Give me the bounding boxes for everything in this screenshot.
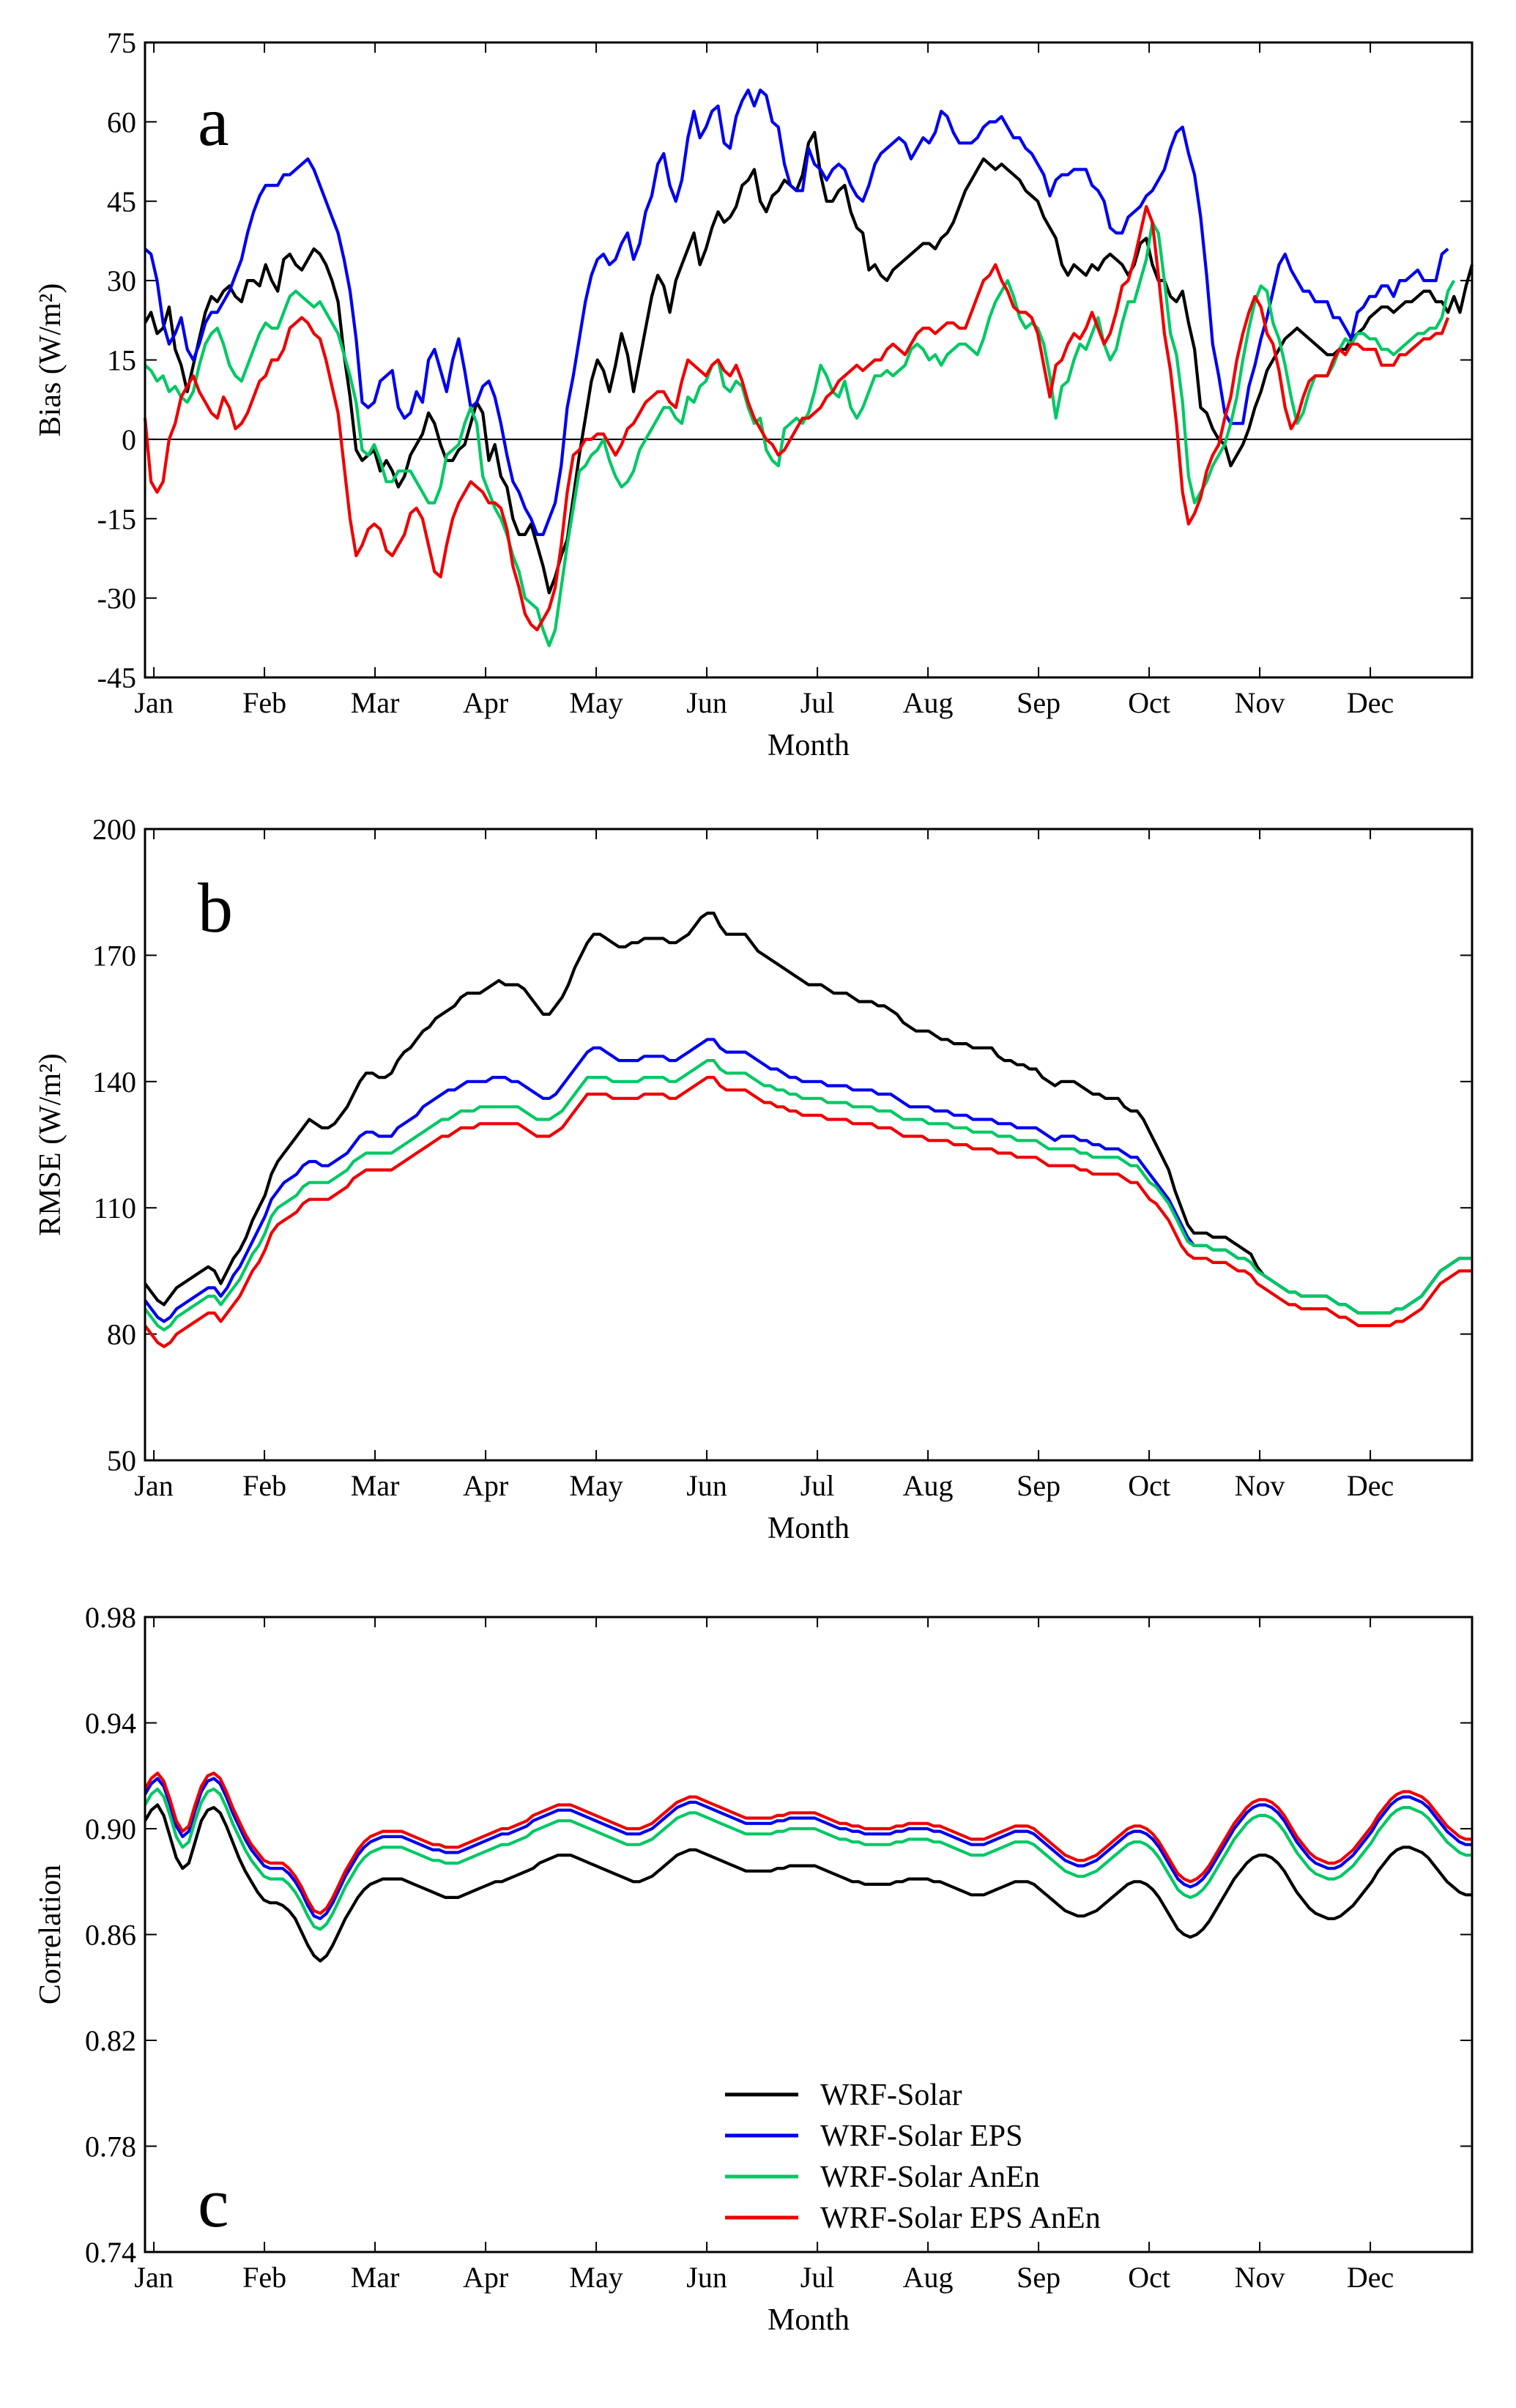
x-tick-label-nov: Nov (1235, 686, 1285, 719)
y-tick-label: 0.94 (85, 1707, 136, 1740)
y-tick-label: 60 (107, 105, 136, 138)
x-tick-label-sep: Sep (1017, 1469, 1060, 1502)
series-line-wrf-solar-eps (144, 1777, 1472, 1920)
x-tick-label-aug: Aug (903, 686, 954, 719)
panel-label: a (198, 82, 229, 160)
y-axis-title: Correlation (34, 1865, 67, 2004)
panel-a-bias: Jan Feb Mar Apr May Jun Jul Aug Sep Oct Nov Dec -45 -… (34, 26, 1474, 762)
legend-label-wrf-solar: WRF-Solar (820, 2078, 962, 2112)
y-axis-title: Bias (W/m²) (34, 283, 67, 437)
panel-c-correlation: Jan Feb Mar Apr May Jun Jul Aug Sep Oct Nov Dec 0.74… (34, 1601, 1474, 2337)
x-tick-label-apr: Apr (463, 1469, 508, 1502)
x-tick-label-sep: Sep (1017, 2261, 1060, 2294)
series-line-wrf-solar-eps-anen (144, 1076, 1472, 1348)
series-line-wrf-solar-anen (144, 1059, 1472, 1331)
x-tick-label-jun: Jun (686, 1469, 727, 1502)
y-axis-title: RMSE (W/m²) (34, 1053, 67, 1235)
x-tick-label-jul: Jul (800, 1469, 835, 1502)
y-tick-label: 30 (107, 264, 136, 297)
x-tick-label-apr: Apr (463, 2261, 508, 2294)
y-tick-label: 0.74 (85, 2236, 136, 2269)
plot-frame (144, 41, 1474, 679)
legend-label-wrf-solar-eps: WRF-Solar EPS (820, 2119, 1023, 2153)
x-tick-label-aug: Aug (903, 1469, 954, 1502)
x-tick-label-apr: Apr (463, 686, 508, 719)
x-tick-label-aug: Aug (903, 2261, 954, 2294)
x-tick-label-jan: Jan (134, 1469, 173, 1502)
x-axis-title: Month (768, 729, 850, 762)
y-tick-label: 110 (93, 1192, 136, 1225)
x-tick-label-jul: Jul (800, 686, 835, 719)
legend-label-wrf-solar-anen: WRF-Solar AnEn (820, 2160, 1040, 2194)
y-tick-label: 170 (92, 939, 136, 972)
plot-frame (144, 1616, 1474, 2253)
series-line-wrf-solar-eps-anen (143, 204, 1450, 632)
x-tick-label-feb: Feb (242, 1469, 286, 1502)
x-tick-label-jan: Jan (134, 2261, 173, 2294)
x-tick-label-jun: Jun (686, 2261, 727, 2294)
panel-label: c (198, 2163, 229, 2242)
x-tick-label-mar: Mar (351, 1469, 400, 1502)
series-line-wrf-solar (144, 911, 1472, 1315)
x-tick-label-jan: Jan (134, 686, 173, 719)
x-tick-label-oct: Oct (1128, 686, 1170, 719)
x-tick-label-nov: Nov (1235, 2261, 1285, 2294)
x-axis-title: Month (768, 1512, 850, 1545)
y-tick-label: -45 (97, 661, 136, 694)
x-tick-label-dec: Dec (1347, 2261, 1394, 2294)
y-tick-label: 0.82 (85, 2024, 136, 2057)
y-tick-label: -15 (97, 502, 136, 535)
y-tick-label: 0.78 (85, 2130, 136, 2163)
series-line-wrf-solar (144, 1803, 1472, 1963)
panel-label: b (198, 869, 233, 947)
y-tick-label: -30 (97, 582, 136, 615)
y-tick-label: 80 (107, 1318, 136, 1351)
y-tick-label: 75 (107, 26, 136, 59)
series-line-wrf-solar-anen (144, 1787, 1472, 1931)
x-tick-label-jul: Jul (800, 2261, 835, 2294)
y-tick-label: 45 (107, 185, 136, 218)
plot-frame (144, 828, 1474, 1462)
x-tick-label-nov: Nov (1235, 1469, 1285, 1502)
y-tick-label: 50 (107, 1444, 136, 1477)
x-tick-label-dec: Dec (1347, 686, 1394, 719)
x-tick-label-feb: Feb (242, 686, 286, 719)
x-tick-label-may: May (569, 2261, 623, 2294)
x-tick-label-jun: Jun (686, 686, 727, 719)
y-tick-label: 0.98 (85, 1601, 136, 1634)
x-tick-label-may: May (569, 1469, 623, 1502)
x-tick-label-oct: Oct (1128, 1469, 1170, 1502)
y-tick-label: 0 (122, 423, 136, 456)
x-tick-label-may: May (569, 686, 623, 719)
x-tick-label-sep: Sep (1017, 686, 1060, 719)
x-tick-label-mar: Mar (351, 686, 400, 719)
x-axis-title: Month (768, 2303, 850, 2337)
series-line-wrf-solar (144, 130, 1474, 595)
x-tick-label-oct: Oct (1128, 2261, 1170, 2294)
x-tick-label-mar: Mar (351, 2261, 400, 2294)
x-tick-label-dec: Dec (1347, 1469, 1394, 1502)
series-line-wrf-solar-eps-anen (144, 1772, 1472, 1915)
y-tick-label: 200 (92, 813, 136, 846)
x-tick-label-feb: Feb (242, 2261, 286, 2294)
legend-label-wrf-solar-eps-anen: WRF-Solar EPS AnEn (820, 2201, 1101, 2235)
y-tick-label: 15 (107, 344, 136, 377)
y-tick-label: 0.86 (85, 1919, 136, 1952)
panel-b-rmse: Jan Feb Mar Apr May Jun Jul Aug Sep Oct Nov Dec 50 80… (34, 813, 1474, 1545)
y-tick-label: 0.90 (85, 1813, 136, 1846)
y-tick-label: 140 (92, 1066, 136, 1099)
